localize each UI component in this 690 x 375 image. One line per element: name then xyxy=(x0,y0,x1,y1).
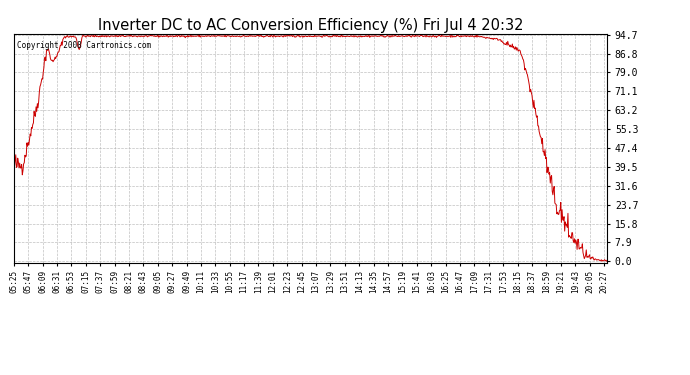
Text: Copyright 2008 Cartronics.com: Copyright 2008 Cartronics.com xyxy=(17,40,151,50)
Title: Inverter DC to AC Conversion Efficiency (%) Fri Jul 4 20:32: Inverter DC to AC Conversion Efficiency … xyxy=(98,18,523,33)
